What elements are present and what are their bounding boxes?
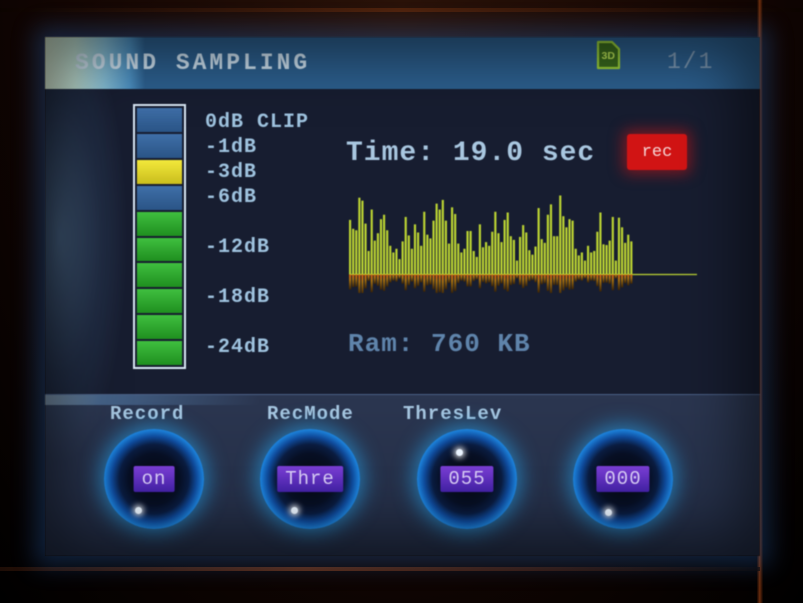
svg-text:3D: 3D xyxy=(602,50,616,62)
